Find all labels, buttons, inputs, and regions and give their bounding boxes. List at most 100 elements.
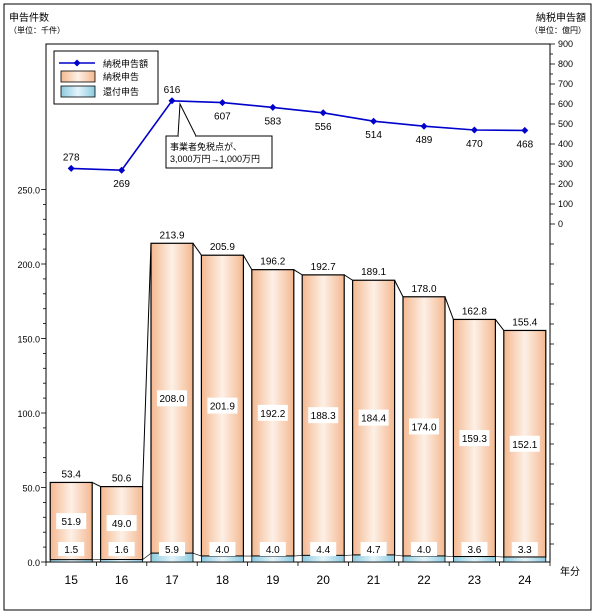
right-tick-label-700: 700 [558,79,573,89]
refund-return-label-22: 4.0 [417,545,431,556]
total-label-16: 50.6 [112,474,132,485]
tax-return-label-24: 152.1 [512,440,537,451]
tax-return-label-bg-15 [56,513,87,530]
right-tick-label-500: 500 [558,119,573,129]
line-layer: 278 269 616 607 583 556 514 489 470 468 [63,85,534,190]
legend-label-tax-amount: 納税申告額 [103,58,148,69]
left-tick-label-50: 50.0 [22,484,40,494]
refund-return-label-bg-16 [108,542,135,556]
refund-return-label-bg-21 [360,542,387,556]
refund-return-label-19: 4.0 [266,545,280,556]
label-tax-amount-15: 278 [63,152,80,163]
point-tax-amount-18 [218,99,226,107]
refund-return-label-bg-24 [511,542,538,556]
legend: 納税申告額 納税申告 還付申告 [53,50,159,105]
total-connector-15 [91,481,101,488]
right-tick-label-800: 800 [558,59,573,69]
total-connector-23 [495,319,505,331]
label-tax-amount-19: 583 [264,116,281,127]
label-tax-amount-16: 269 [113,179,130,190]
refund-connector-22 [444,555,454,557]
tax-return-label-bg-18 [207,397,238,414]
refund-return-label-bg-17 [159,542,185,556]
point-tax-amount-20 [319,109,327,117]
refund-return-label-bg-22 [411,542,437,556]
bar-refund-return-16 [100,559,143,563]
refund-return-label-bg-19 [259,542,286,556]
point-tax-amount-15 [67,164,75,172]
bar-refund-return-24 [503,556,547,563]
tax-return-label-bg-22 [409,418,439,435]
bar-refund-return-22 [402,555,446,563]
total-label-21: 189.1 [361,267,386,278]
point-tax-amount-23 [470,126,478,134]
total-connector-16 [142,243,152,487]
tax-return-label-bg-20 [308,407,339,424]
right-tick-label-100: 100 [558,199,573,209]
bar-refund-return-21 [352,554,396,563]
tax-return-label-20: 188.3 [311,411,336,422]
refund-connector-19 [293,555,303,557]
right-tick-label-400: 400 [558,139,573,149]
tax-return-label-23: 159.3 [462,434,487,445]
right-tick-label-200: 200 [558,179,573,189]
refund-return-label-16: 1.6 [115,545,129,556]
bar-refund-return-18 [200,555,244,563]
x-axis-unit: 年分 [560,565,580,578]
right-tick-label-900: 900 [558,39,573,49]
left-tick-label-200: 200.0 [17,260,40,270]
total-connector-20 [343,274,353,281]
tax-return-label-bg-19 [257,404,288,421]
refund-connector-21 [394,554,404,557]
point-tax-amount-16 [118,166,126,174]
label-tax-amount-20: 556 [315,122,332,133]
x-tick-label-18: 18 [216,573,230,587]
total-connector-19 [293,269,303,276]
right-tick-label-0: 0 [558,219,563,229]
tax-return-label-bg-24 [509,435,540,452]
legend-swatch-refund-return [60,85,96,98]
total-label-20: 192.7 [311,262,336,273]
x-tick-label-23: 23 [468,573,482,587]
tax-return-label-bg-16 [106,515,137,532]
axes-layer: 15 16 17 18 19 20 21 22 23 24 0.0 50.0 100.0 150.0 200… [17,39,573,587]
label-tax-amount-17: 616 [164,85,181,96]
label-tax-amount-24: 468 [516,139,533,150]
tax-return-label-18: 201.9 [210,402,235,413]
left-tick-label-100: 100.0 [17,409,40,419]
left-axis-title: 申告件数 [9,11,49,24]
total-label-19: 196.2 [260,257,285,268]
left-tick-label-150: 150.0 [17,335,40,345]
refund-return-label-18: 4.0 [215,545,229,556]
tax-return-label-21: 184.4 [361,414,386,425]
total-connector-22 [444,296,454,320]
tax-return-label-bg-17 [157,390,187,407]
bar-refund-return-20 [301,555,345,563]
point-tax-amount-21 [370,117,378,125]
left-tick-label-250: 250.0 [17,186,40,196]
total-label-23: 162.8 [462,306,487,317]
label-tax-amount-21: 514 [365,130,382,141]
x-tick-label-21: 21 [367,573,381,587]
label-tax-amount-18: 607 [214,112,231,123]
right-axis-title: 納税申告額 [536,11,586,24]
total-connector-17 [192,243,202,256]
chart-frame [3,3,592,611]
tax-return-label-16: 49.0 [112,519,132,530]
label-tax-amount-22: 489 [416,135,433,146]
right-axis-unit: （単位：億円） [530,25,586,35]
total-label-17: 213.9 [159,230,184,241]
x-tick-label-19: 19 [266,573,280,587]
legend-diamond-marker [73,59,81,67]
tax-return-label-bg-23 [459,430,490,447]
bar-refund-return-23 [452,556,496,563]
total-label-24: 155.4 [512,317,537,328]
label-tax-amount-23: 470 [466,139,483,150]
bar-refund-return-15 [49,559,93,563]
point-tax-amount-22 [420,122,428,130]
refund-return-label-bg-23 [461,542,488,556]
legend-label-tax-return: 納税申告 [103,71,139,82]
refund-return-label-20: 4.4 [316,545,330,556]
x-tick-label-24: 24 [518,573,532,587]
bars-layer: 53.4 51.9 1.5 50.6 49.0 1.6 213.9 208.0 5.9 205.9… [49,230,547,563]
